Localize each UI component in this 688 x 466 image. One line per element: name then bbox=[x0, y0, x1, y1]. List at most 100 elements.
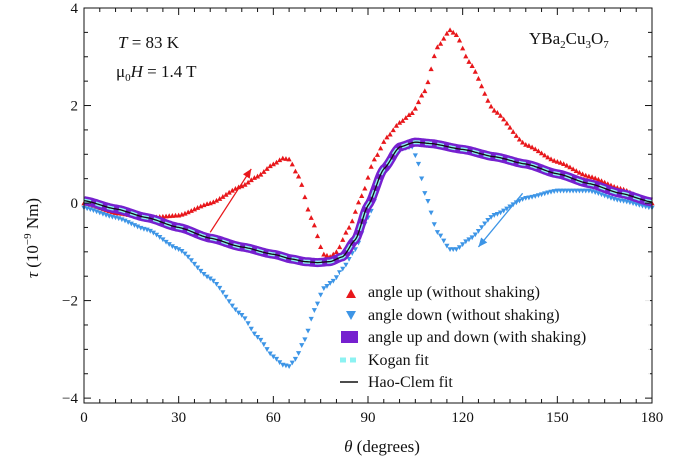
data-point bbox=[428, 66, 434, 72]
data-point bbox=[308, 316, 314, 322]
data-point bbox=[352, 208, 358, 214]
data-point bbox=[422, 191, 428, 196]
data-point bbox=[273, 159, 280, 165]
legend-marker-shaking bbox=[341, 331, 358, 343]
x-tick-label: 60 bbox=[266, 410, 281, 426]
data-point bbox=[526, 143, 532, 148]
data-point bbox=[324, 284, 330, 289]
y-tick-label: 4 bbox=[71, 1, 79, 17]
data-point bbox=[273, 356, 280, 362]
data-point bbox=[337, 244, 343, 250]
data-point bbox=[261, 169, 267, 174]
data-point bbox=[472, 232, 478, 238]
data-point bbox=[226, 299, 232, 305]
data-point bbox=[330, 278, 336, 284]
data-point bbox=[188, 258, 194, 263]
data-point bbox=[359, 193, 365, 198]
data-point bbox=[305, 328, 311, 334]
data-point bbox=[343, 229, 349, 235]
x-axis-label: θ (degrees) bbox=[344, 437, 420, 456]
data-point bbox=[551, 189, 557, 194]
data-point bbox=[245, 179, 251, 185]
data-point bbox=[516, 198, 523, 204]
data-point bbox=[179, 249, 185, 254]
data-point bbox=[311, 308, 317, 313]
data-point bbox=[479, 83, 485, 89]
data-point bbox=[314, 233, 321, 239]
data-point bbox=[286, 156, 292, 162]
data-point bbox=[409, 110, 415, 116]
data-point bbox=[501, 208, 507, 214]
data-point bbox=[299, 343, 305, 348]
data-point bbox=[188, 208, 194, 213]
data-point bbox=[210, 199, 216, 205]
data-point bbox=[144, 227, 150, 233]
data-point bbox=[453, 32, 459, 38]
data-point bbox=[365, 174, 371, 180]
data-point bbox=[236, 310, 242, 316]
data-point bbox=[406, 112, 412, 118]
arrow-head bbox=[242, 168, 252, 179]
data-point bbox=[292, 168, 299, 174]
material-annotation: YBa2Cu3O7 bbox=[529, 29, 609, 51]
data-point bbox=[450, 29, 456, 35]
data-point bbox=[251, 331, 257, 337]
tick-labels: 0 30 60 90 120 150 180 −4 −2 0 2 4 bbox=[62, 1, 663, 426]
data-point bbox=[226, 189, 232, 195]
data-point bbox=[437, 40, 444, 46]
data-point bbox=[318, 244, 324, 250]
up-arrow bbox=[209, 168, 252, 233]
data-point bbox=[163, 239, 169, 245]
data-point bbox=[390, 127, 396, 133]
data-point bbox=[494, 211, 500, 217]
data-point bbox=[340, 237, 346, 242]
field-annotation: μ0H = 1.4 T bbox=[116, 62, 197, 84]
data-point bbox=[479, 225, 485, 231]
data-point bbox=[463, 239, 469, 245]
data-point bbox=[150, 230, 157, 236]
legend: angle up (without shaking) angle down (w… bbox=[340, 272, 650, 395]
data-point bbox=[308, 215, 314, 220]
data-point bbox=[561, 161, 567, 167]
data-point bbox=[289, 161, 295, 167]
data-point bbox=[254, 334, 261, 340]
data-point bbox=[431, 53, 437, 59]
data-point bbox=[570, 166, 576, 172]
legend-marker-angle-down bbox=[346, 311, 356, 320]
arrow-head bbox=[478, 237, 488, 247]
data-point bbox=[340, 266, 346, 272]
data-point bbox=[378, 145, 384, 151]
series-hao-clem-fit bbox=[83, 141, 653, 264]
data-point bbox=[589, 174, 595, 180]
data-point bbox=[182, 210, 188, 216]
data-point bbox=[321, 286, 327, 292]
data-point bbox=[232, 307, 239, 313]
data-point bbox=[191, 261, 198, 267]
data-point bbox=[270, 354, 276, 360]
legend-label-angle-up: angle up (without shaking) bbox=[368, 284, 540, 301]
data-point bbox=[567, 164, 573, 170]
data-point bbox=[482, 90, 488, 96]
data-point bbox=[548, 156, 554, 162]
data-point bbox=[488, 103, 494, 109]
data-point bbox=[485, 218, 491, 223]
data-point bbox=[551, 157, 557, 163]
data-point bbox=[169, 244, 175, 250]
data-point bbox=[254, 173, 261, 179]
data-point bbox=[466, 59, 472, 64]
data-point bbox=[195, 205, 201, 210]
data-point bbox=[381, 139, 387, 144]
data-point bbox=[412, 153, 418, 159]
x-tick-label: 90 bbox=[361, 410, 376, 426]
data-point bbox=[428, 210, 434, 216]
data-point bbox=[491, 107, 497, 113]
data-point bbox=[267, 351, 273, 357]
data-point bbox=[122, 218, 128, 224]
data-point bbox=[172, 245, 179, 251]
data-point bbox=[447, 27, 453, 33]
data-point bbox=[318, 292, 324, 298]
data-point bbox=[176, 247, 182, 252]
data-point bbox=[504, 206, 510, 212]
data-point bbox=[248, 326, 254, 332]
